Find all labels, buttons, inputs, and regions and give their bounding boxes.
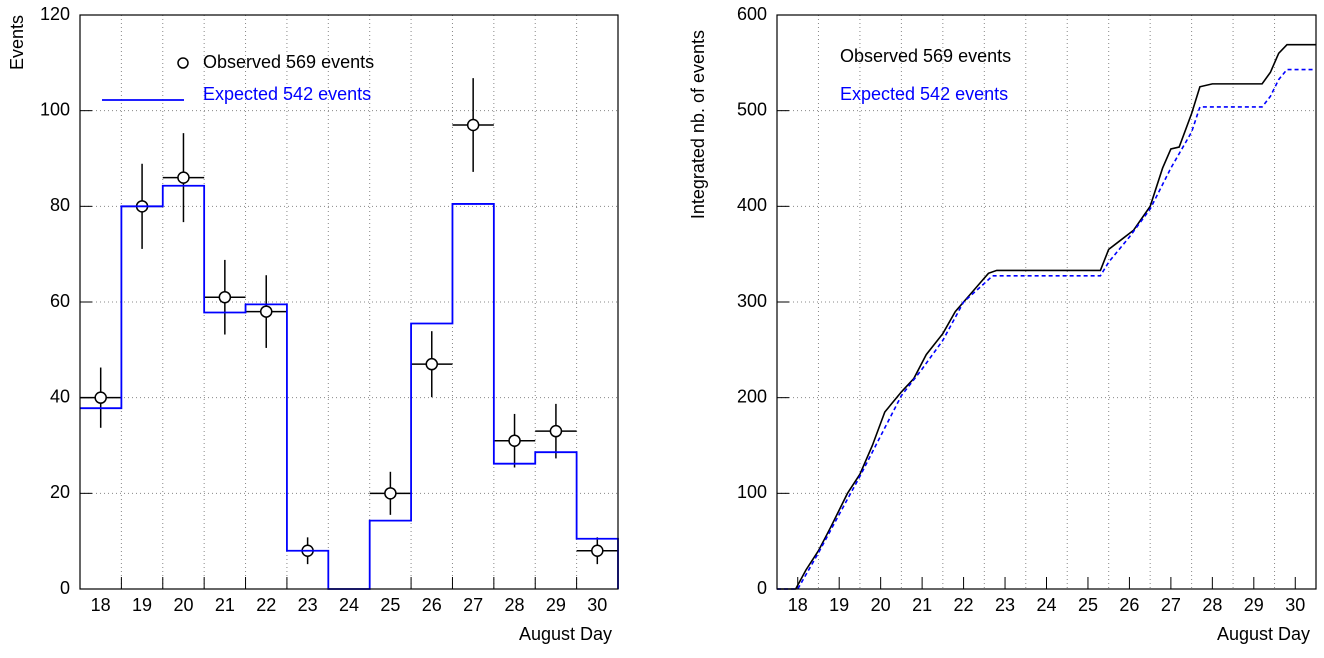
- x-axis-title: August Day: [519, 624, 612, 644]
- x-tick-label: 20: [173, 595, 193, 615]
- y-tick-label: 400: [737, 195, 767, 215]
- x-tick-label: 20: [871, 595, 891, 615]
- x-tick-label: 24: [1036, 595, 1056, 615]
- y-tick-label: 120: [40, 4, 70, 24]
- x-tick-label: 21: [215, 595, 235, 615]
- x-tick-label: 25: [380, 595, 400, 615]
- x-tick-label: 26: [422, 595, 442, 615]
- x-tick-label: 19: [829, 595, 849, 615]
- y-tick-label: 100: [737, 482, 767, 502]
- y-tick-label: 100: [40, 99, 70, 119]
- legend-label: Observed 569 events: [840, 46, 1011, 66]
- x-tick-label: 30: [587, 595, 607, 615]
- data-point: [94, 391, 107, 404]
- series-line: [777, 43, 1316, 590]
- x-tick-label: 27: [463, 595, 483, 615]
- data-point: [466, 118, 480, 132]
- legend-label: Observed 569 events: [203, 52, 374, 72]
- x-tick-label: 18: [788, 595, 808, 615]
- legend-label: Expected 542 events: [203, 84, 371, 104]
- x-tick-label: 30: [1285, 595, 1305, 615]
- y-tick-label: 80: [50, 195, 70, 215]
- step-line: [80, 184, 619, 590]
- x-tick-label: 29: [1244, 595, 1264, 615]
- data-point: [384, 487, 397, 500]
- y-tick-label: 500: [737, 99, 767, 119]
- legend-label: Expected 542 events: [840, 84, 1008, 104]
- series-line: [777, 68, 1316, 590]
- x-tick-label: 18: [91, 595, 111, 615]
- plot-frame: [79, 14, 619, 590]
- y-axis-title: Integrated nb. of events: [688, 30, 708, 219]
- x-tick-label: 21: [912, 595, 932, 615]
- data-point: [591, 544, 604, 557]
- x-tick-label: 22: [954, 595, 974, 615]
- data-point: [508, 434, 521, 447]
- x-tick-label: 26: [1119, 595, 1139, 615]
- data-point: [177, 171, 190, 184]
- y-tick-label: 0: [60, 578, 70, 598]
- data-point: [259, 305, 273, 318]
- y-tick-label: 60: [50, 291, 70, 311]
- y-tick-label: 600: [737, 4, 767, 24]
- data-point: [218, 290, 232, 304]
- y-tick-label: 200: [737, 386, 767, 406]
- x-tick-label: 28: [1202, 595, 1222, 615]
- x-tick-label: 23: [995, 595, 1015, 615]
- legend-marker: [177, 57, 189, 69]
- x-tick-label: 25: [1078, 595, 1098, 615]
- panel: 0 100 200 300 400 500 600 August Day Integrated …: [688, 4, 1317, 644]
- y-tick-label: 0: [757, 578, 767, 598]
- y-tick-label: 40: [50, 386, 70, 406]
- x-tick-label: 19: [132, 595, 152, 615]
- data-point: [425, 357, 439, 371]
- x-axis-title: August Day: [1217, 624, 1310, 644]
- y-tick-label: 300: [737, 291, 767, 311]
- data-point: [549, 424, 563, 438]
- panel: 0 20 40 60 80 100 120 August Day Events 18 19 20 21 2…: [7, 4, 619, 644]
- x-tick-label: 24: [339, 595, 359, 615]
- x-tick-label: 22: [256, 595, 276, 615]
- x-tick-label: 27: [1161, 595, 1181, 615]
- x-tick-label: 23: [298, 595, 318, 615]
- y-axis-title: Events: [7, 15, 27, 70]
- x-tick-label: 29: [546, 595, 566, 615]
- plot-frame: [776, 14, 1317, 590]
- y-tick-label: 20: [50, 482, 70, 502]
- x-tick-label: 28: [505, 595, 525, 615]
